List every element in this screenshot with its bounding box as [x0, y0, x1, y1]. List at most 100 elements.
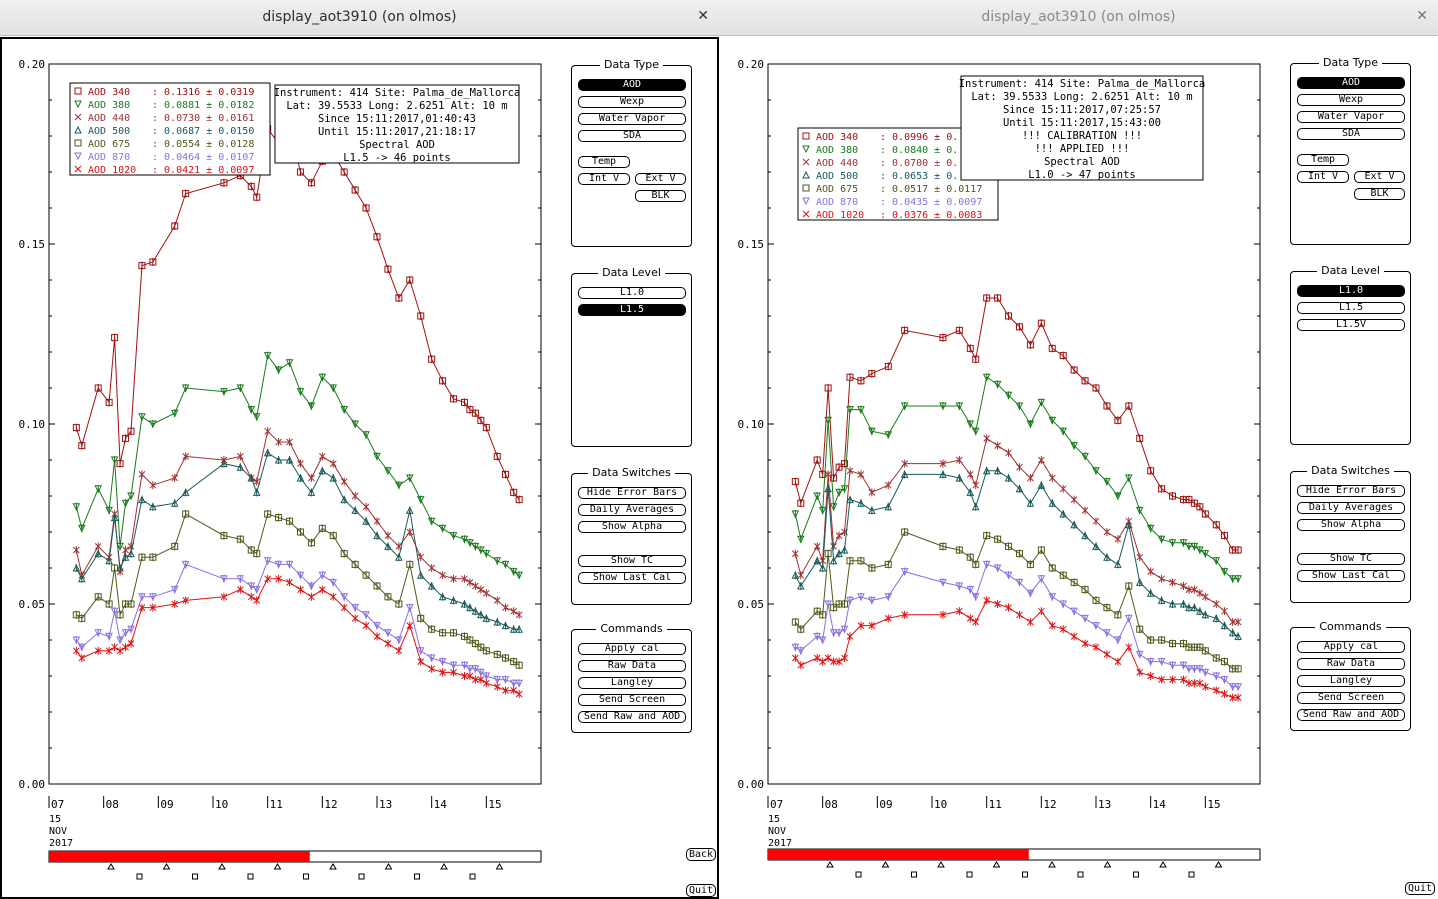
data-point [428, 625, 436, 633]
level-l15v-button[interactable]: L1.5V [1297, 319, 1405, 331]
data-point [510, 687, 518, 694]
back-button[interactable]: Back [686, 848, 716, 861]
data-point [1124, 474, 1133, 483]
close-icon[interactable]: ✕ [1416, 8, 1428, 24]
daily-averages-button[interactable]: Daily Averages [578, 504, 686, 516]
hide-error-bars-button[interactable]: Hide Error Bars [578, 487, 686, 499]
apply-cal-button[interactable]: Apply cal [578, 643, 686, 655]
timeline-square-icon [414, 873, 420, 880]
show-last-cal-button[interactable]: Show Last Cal [578, 572, 686, 584]
data-point [405, 604, 414, 612]
data-point [351, 186, 359, 194]
int-v-button[interactable]: Int V [1297, 171, 1349, 183]
show-alpha-button[interactable]: Show Alpha [578, 521, 686, 533]
data-point [373, 233, 381, 241]
send-raw-and-aod-button[interactable]: Send Raw and AOD [578, 711, 686, 723]
x-tick-label: 15 [1207, 798, 1220, 811]
show-alpha-button[interactable]: Show Alpha [1297, 519, 1405, 531]
data-point [1220, 676, 1229, 684]
data-point [972, 481, 980, 489]
data-point [1201, 683, 1209, 691]
data-point [110, 513, 119, 522]
x-tick-label: 10 [215, 798, 228, 811]
water-vapor-button[interactable]: Water Vapor [578, 113, 686, 125]
data-point [329, 593, 337, 601]
data-point [841, 600, 849, 608]
x-tick-label: 13 [1098, 798, 1111, 811]
aod-button[interactable]: AOD [578, 79, 686, 91]
data-point [1059, 509, 1068, 518]
send-raw-and-aod-button[interactable]: Send Raw and AOD [1297, 709, 1405, 721]
sda-button[interactable]: SDA [1297, 128, 1405, 140]
data-point [247, 582, 256, 591]
data-point [1179, 599, 1188, 608]
data-point [515, 661, 523, 669]
langley-button[interactable]: Langley [578, 677, 686, 689]
x-tick-label: 15 [488, 798, 501, 811]
show-tc-button[interactable]: Show TC [1297, 553, 1405, 565]
int-v-button[interactable]: Int V [578, 173, 630, 185]
level-l15-button[interactable]: L1.5 [1297, 302, 1405, 314]
level-l10-button[interactable]: L1.0 [578, 287, 686, 299]
timeline-triangle-icon [107, 863, 115, 870]
data-point [116, 563, 124, 572]
level-l15-button[interactable]: L1.5 [578, 304, 686, 316]
quit-button[interactable]: Quit [686, 884, 716, 897]
daily-averages-button[interactable]: Daily Averages [1297, 502, 1405, 514]
data-point [1114, 611, 1122, 619]
date-year: 2017 [49, 838, 73, 849]
langley-button[interactable]: Langley [1297, 675, 1405, 687]
data-point [127, 600, 135, 608]
close-icon[interactable]: ✕ [697, 8, 709, 24]
data-point [329, 460, 337, 467]
apply-cal-button[interactable]: Apply cal [1297, 641, 1405, 653]
data-point [1092, 467, 1100, 475]
blk-button[interactable]: BLK [1354, 188, 1405, 200]
wexp-button[interactable]: Wexp [1297, 94, 1405, 106]
info-line: Spectral AOD [359, 139, 435, 151]
ext-v-button[interactable]: Ext V [635, 173, 686, 185]
data-point [340, 478, 348, 485]
data-point [994, 442, 1001, 449]
raw-data-button[interactable]: Raw Data [1297, 658, 1405, 670]
data-point [94, 384, 102, 392]
info-line: Lat: 39.5533 Long: 2.6251 Alt: 10 m [286, 100, 507, 112]
send-screen-button[interactable]: Send Screen [1297, 692, 1405, 704]
show-tc-button[interactable]: Show TC [578, 555, 686, 567]
temp-button[interactable]: Temp [1297, 154, 1349, 166]
data-point [955, 456, 963, 464]
data-point [884, 615, 892, 622]
data-point [286, 579, 293, 586]
level-l10-button[interactable]: L1.0 [1297, 285, 1405, 297]
sda-button[interactable]: SDA [578, 130, 686, 142]
quit-button[interactable]: Quit [1405, 882, 1435, 895]
data-point [501, 654, 509, 662]
data-point [510, 488, 518, 496]
data-point [1059, 625, 1067, 633]
show-last-cal-button[interactable]: Show Last Cal [1297, 570, 1405, 582]
send-screen-button[interactable]: Send Screen [578, 694, 686, 706]
data-point [1190, 499, 1198, 507]
hide-error-bars-button[interactable]: Hide Error Bars [1297, 485, 1405, 497]
series-line [794, 437, 1239, 623]
data-point [824, 484, 832, 493]
data-point [515, 690, 523, 698]
wexp-button[interactable]: Wexp [578, 96, 686, 108]
data-point [1221, 607, 1228, 615]
data-point [105, 556, 113, 565]
timeline-triangle-icon [273, 863, 282, 870]
data-point [1124, 520, 1133, 529]
data-point [1103, 478, 1111, 486]
ext-v-button[interactable]: Ext V [1354, 171, 1405, 183]
data-point [1027, 474, 1034, 482]
raw-data-button[interactable]: Raw Data [578, 660, 686, 672]
x-tick-label: 10 [934, 798, 947, 811]
y-tick-label: 0.00 [19, 778, 46, 791]
data-point [955, 607, 963, 615]
data-point [439, 377, 447, 385]
water-vapor-button[interactable]: Water Vapor [1297, 111, 1405, 123]
temp-button[interactable]: Temp [578, 156, 630, 168]
aod-button[interactable]: AOD [1297, 77, 1405, 89]
data-point [1103, 604, 1111, 612]
blk-button[interactable]: BLK [635, 190, 686, 202]
